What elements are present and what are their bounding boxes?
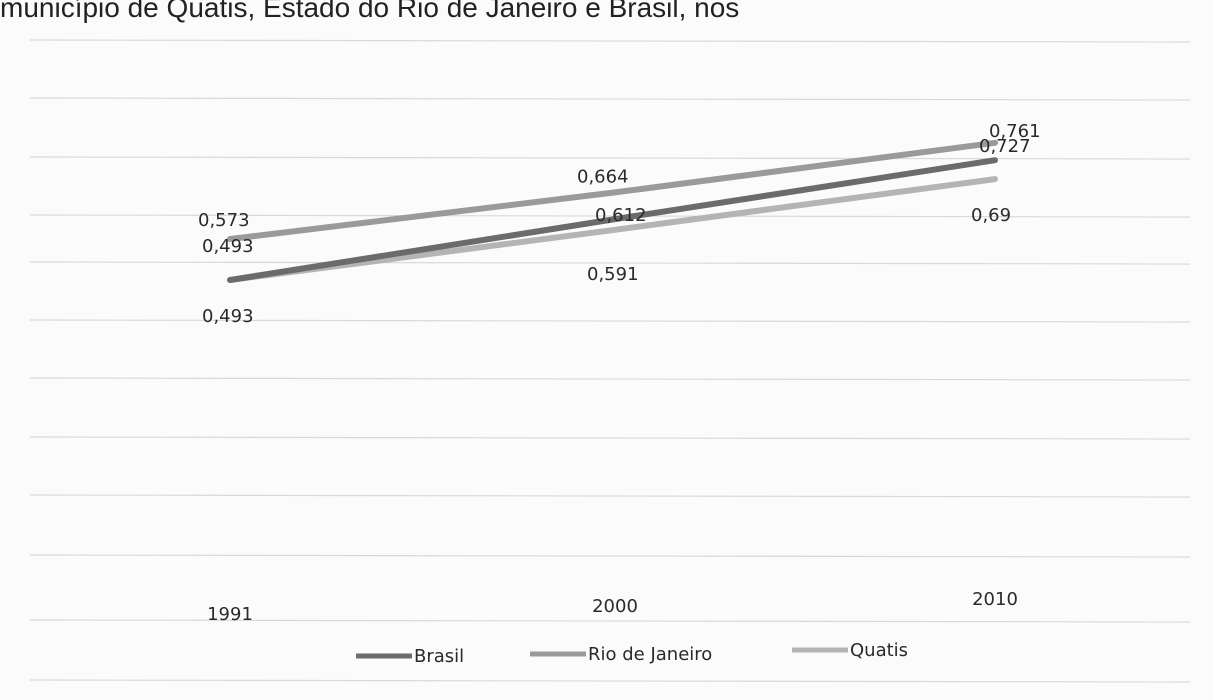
data-label: 0,69 (971, 205, 1011, 226)
data-label: 0,573 (198, 210, 250, 231)
gridline (29, 214, 1191, 218)
data-labels: 0,493 0,612 0,727 0,573 0,664 0,761 0,493 0,591… (198, 121, 1041, 327)
series-line-brasil (227, 157, 998, 283)
gridline (29, 494, 1191, 498)
legend-label: Rio de Janeiro (588, 644, 712, 665)
gridline (29, 377, 1191, 381)
series-line-quatis (227, 176, 998, 283)
gridline (29, 319, 1191, 323)
series-lines (227, 139, 998, 283)
legend: Brasil Rio de Janeiro Quatis (356, 640, 908, 667)
legend-label: Brasil (414, 646, 464, 667)
data-label: 0,591 (587, 264, 639, 285)
gridline (29, 554, 1191, 558)
x-tick-label: 2010 (972, 589, 1018, 610)
legend-label: Quatis (850, 640, 908, 661)
series-line-rio-de-janeiro (227, 139, 998, 242)
data-label: 0,612 (595, 205, 647, 226)
gridline (29, 156, 1191, 160)
data-label: 0,727 (979, 136, 1031, 157)
gridline (29, 619, 1191, 623)
gridline (29, 97, 1191, 101)
data-label: 0,493 (202, 306, 254, 327)
data-label: 0,664 (577, 166, 629, 187)
gridline (29, 39, 1191, 43)
gridline (29, 261, 1191, 265)
x-tick-label: 1991 (207, 604, 253, 625)
gridline (29, 679, 1191, 683)
data-label: 0,761 (989, 121, 1041, 142)
gridline (29, 436, 1191, 440)
x-axis-ticks: 1991 2000 2010 (207, 589, 1018, 625)
data-label: 0,493 (202, 236, 254, 257)
x-tick-label: 2000 (592, 596, 638, 617)
chart-caption: município de Quatis, Estado do Rio de Ja… (0, 0, 740, 23)
